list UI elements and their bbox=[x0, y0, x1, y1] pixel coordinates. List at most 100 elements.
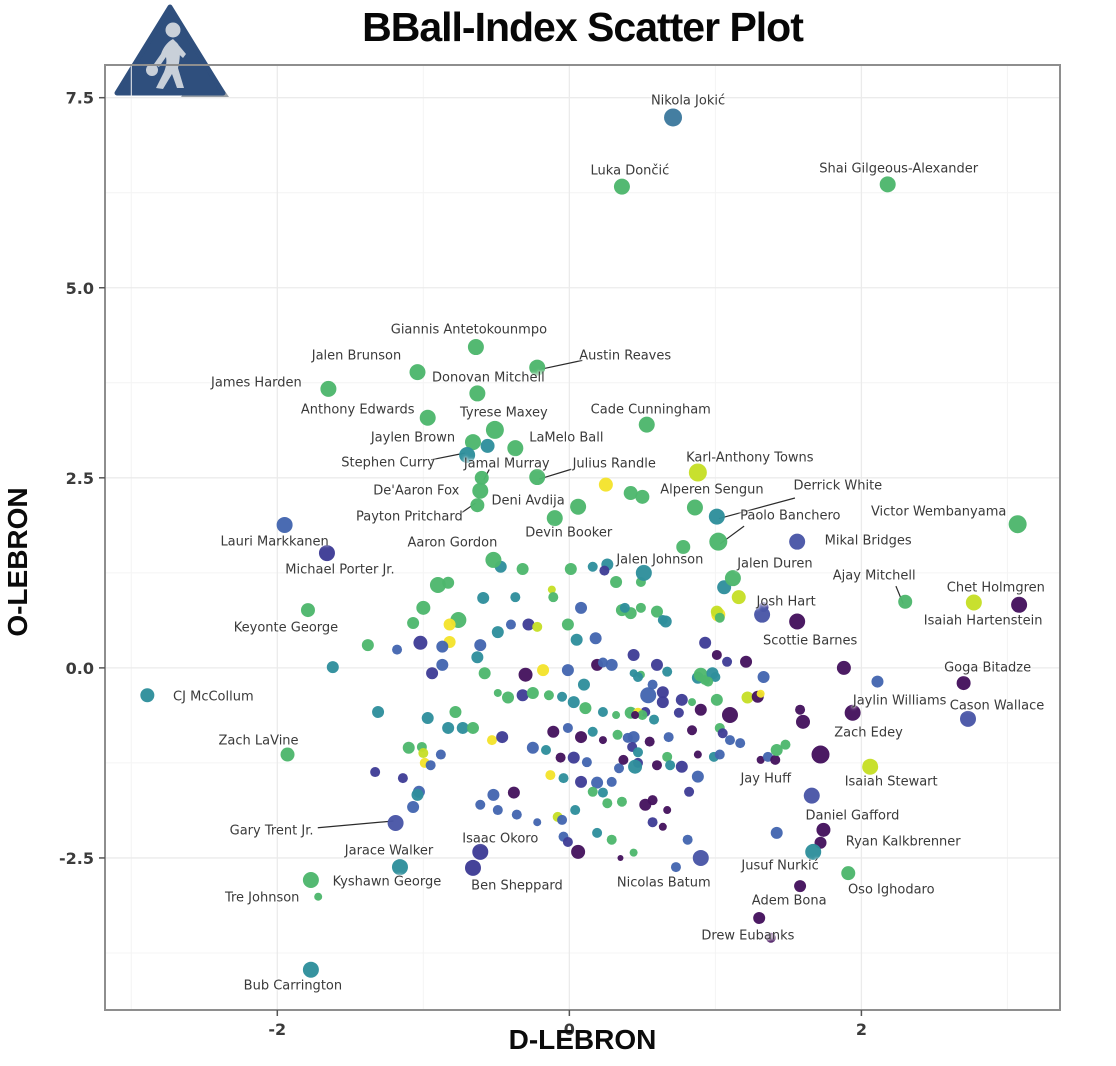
data-point bbox=[803, 787, 820, 804]
data-point bbox=[811, 745, 830, 764]
data-point bbox=[571, 844, 586, 859]
data-point bbox=[397, 773, 408, 784]
data-point bbox=[606, 834, 617, 845]
data-point bbox=[780, 739, 791, 750]
data-point bbox=[407, 617, 420, 630]
data-point bbox=[532, 621, 543, 632]
data-point bbox=[522, 618, 535, 631]
data-point bbox=[627, 648, 640, 661]
data-point bbox=[605, 658, 618, 671]
data-point bbox=[477, 591, 490, 604]
x-tick-label: 2 bbox=[856, 1020, 867, 1039]
data-point bbox=[510, 592, 521, 603]
data-point bbox=[548, 592, 559, 603]
data-point bbox=[619, 602, 630, 613]
data-point bbox=[753, 912, 766, 925]
data-point bbox=[429, 577, 446, 594]
data-point bbox=[699, 636, 712, 649]
data-point bbox=[402, 741, 415, 754]
data-point bbox=[435, 749, 446, 760]
data-point bbox=[425, 760, 436, 771]
data-point bbox=[638, 416, 655, 433]
data-point bbox=[526, 686, 539, 699]
data-point bbox=[546, 510, 563, 527]
data-point bbox=[694, 703, 707, 716]
data-point bbox=[693, 750, 702, 759]
data-point bbox=[635, 602, 646, 613]
data-point bbox=[591, 776, 604, 789]
data-point bbox=[442, 721, 455, 734]
data-point bbox=[770, 743, 783, 756]
data-point bbox=[464, 434, 481, 451]
chart-title: BBall-Index Scatter Plot bbox=[362, 4, 804, 50]
y-tick-label: -2.5 bbox=[59, 849, 94, 868]
data-point bbox=[436, 658, 449, 671]
data-point bbox=[597, 787, 608, 798]
data-point bbox=[659, 615, 672, 628]
data-point bbox=[708, 508, 725, 525]
data-point bbox=[756, 689, 765, 698]
data-point bbox=[409, 364, 426, 381]
data-point bbox=[391, 859, 408, 876]
data-point bbox=[598, 477, 613, 492]
y-tick-label: 7.5 bbox=[66, 89, 94, 108]
data-point bbox=[709, 532, 728, 551]
data-point bbox=[688, 698, 697, 707]
data-point bbox=[413, 635, 428, 650]
data-point bbox=[632, 672, 643, 683]
data-point bbox=[692, 849, 709, 866]
data-point bbox=[756, 755, 765, 764]
panel-border bbox=[104, 64, 1061, 1011]
data-point bbox=[816, 822, 831, 837]
data-point bbox=[647, 817, 658, 828]
data-point bbox=[597, 706, 608, 717]
data-point bbox=[647, 795, 658, 806]
data-point bbox=[564, 563, 577, 576]
data-point bbox=[754, 606, 771, 623]
data-point bbox=[794, 880, 807, 893]
data-point bbox=[789, 613, 806, 630]
data-point bbox=[472, 482, 489, 499]
data-point bbox=[529, 469, 546, 486]
data-point bbox=[610, 575, 623, 588]
data-point bbox=[570, 633, 583, 646]
data-point bbox=[665, 760, 676, 771]
data-point bbox=[361, 639, 374, 652]
y-tick-label: 5.0 bbox=[66, 279, 94, 298]
data-point bbox=[599, 565, 610, 576]
data-point bbox=[622, 732, 633, 743]
data-point bbox=[662, 666, 673, 677]
data-point bbox=[314, 892, 323, 901]
label-leader-line bbox=[317, 820, 394, 829]
data-point bbox=[644, 736, 655, 747]
data-point bbox=[537, 664, 550, 677]
data-point bbox=[617, 854, 624, 861]
data-point bbox=[426, 667, 439, 680]
data-point bbox=[670, 862, 681, 873]
data-point bbox=[710, 693, 723, 706]
data-point bbox=[469, 385, 486, 402]
data-point bbox=[721, 707, 738, 724]
data-point bbox=[676, 540, 691, 555]
data-point bbox=[570, 498, 587, 515]
data-point bbox=[598, 736, 607, 745]
data-point bbox=[658, 822, 667, 831]
data-point bbox=[682, 834, 693, 845]
data-point bbox=[407, 801, 420, 814]
data-point bbox=[691, 770, 704, 783]
x-tick-label: 0 bbox=[564, 1020, 575, 1039]
data-point bbox=[511, 809, 522, 820]
data-point bbox=[640, 687, 657, 704]
data-point bbox=[841, 866, 856, 881]
data-point bbox=[770, 826, 783, 839]
data-point bbox=[656, 696, 669, 709]
data-point bbox=[449, 705, 462, 718]
data-point bbox=[387, 814, 404, 831]
data-point bbox=[614, 763, 625, 774]
data-point bbox=[616, 796, 627, 807]
data-point bbox=[562, 722, 573, 733]
data-point bbox=[675, 760, 688, 773]
x-tick-label: -2 bbox=[268, 1020, 286, 1039]
data-point bbox=[581, 757, 592, 768]
data-point bbox=[485, 551, 502, 568]
